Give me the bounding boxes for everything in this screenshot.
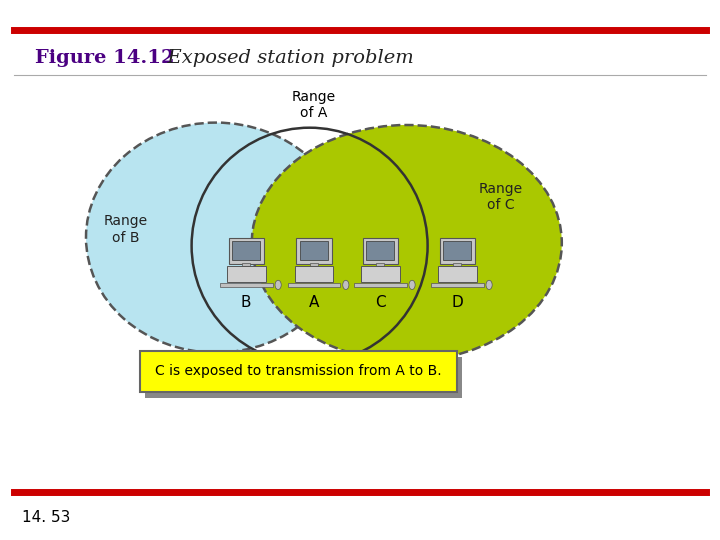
Ellipse shape (409, 280, 415, 289)
Ellipse shape (252, 125, 562, 361)
FancyBboxPatch shape (438, 266, 477, 281)
FancyBboxPatch shape (361, 266, 400, 281)
Text: Exposed station problem: Exposed station problem (155, 49, 414, 67)
Text: D: D (451, 295, 463, 310)
Text: C is exposed to transmission from A to B.: C is exposed to transmission from A to B… (156, 364, 442, 378)
FancyBboxPatch shape (297, 238, 331, 264)
FancyBboxPatch shape (145, 357, 462, 397)
FancyBboxPatch shape (287, 283, 341, 287)
Text: B: B (241, 295, 251, 310)
FancyBboxPatch shape (220, 283, 273, 287)
FancyBboxPatch shape (443, 241, 472, 260)
FancyBboxPatch shape (366, 241, 395, 260)
Text: Range
of C: Range of C (478, 182, 523, 212)
FancyBboxPatch shape (354, 283, 407, 287)
Ellipse shape (486, 280, 492, 289)
FancyBboxPatch shape (440, 238, 474, 264)
Text: Range
of B: Range of B (104, 214, 148, 245)
Ellipse shape (275, 280, 282, 289)
Text: Figure 14.12: Figure 14.12 (35, 49, 174, 67)
Ellipse shape (343, 280, 349, 289)
FancyBboxPatch shape (294, 266, 333, 281)
Text: Range
of A: Range of A (291, 90, 336, 120)
Text: 14. 53: 14. 53 (22, 510, 71, 525)
FancyBboxPatch shape (242, 264, 251, 266)
FancyBboxPatch shape (227, 266, 266, 281)
FancyBboxPatch shape (140, 351, 457, 392)
FancyBboxPatch shape (363, 238, 397, 264)
Text: A: A (309, 295, 319, 310)
FancyBboxPatch shape (310, 264, 318, 266)
FancyBboxPatch shape (229, 238, 264, 264)
Ellipse shape (86, 123, 346, 353)
FancyBboxPatch shape (232, 241, 261, 260)
FancyBboxPatch shape (300, 241, 328, 260)
FancyBboxPatch shape (431, 283, 484, 287)
FancyBboxPatch shape (454, 264, 462, 266)
FancyBboxPatch shape (377, 264, 384, 266)
Text: C: C (375, 295, 385, 310)
